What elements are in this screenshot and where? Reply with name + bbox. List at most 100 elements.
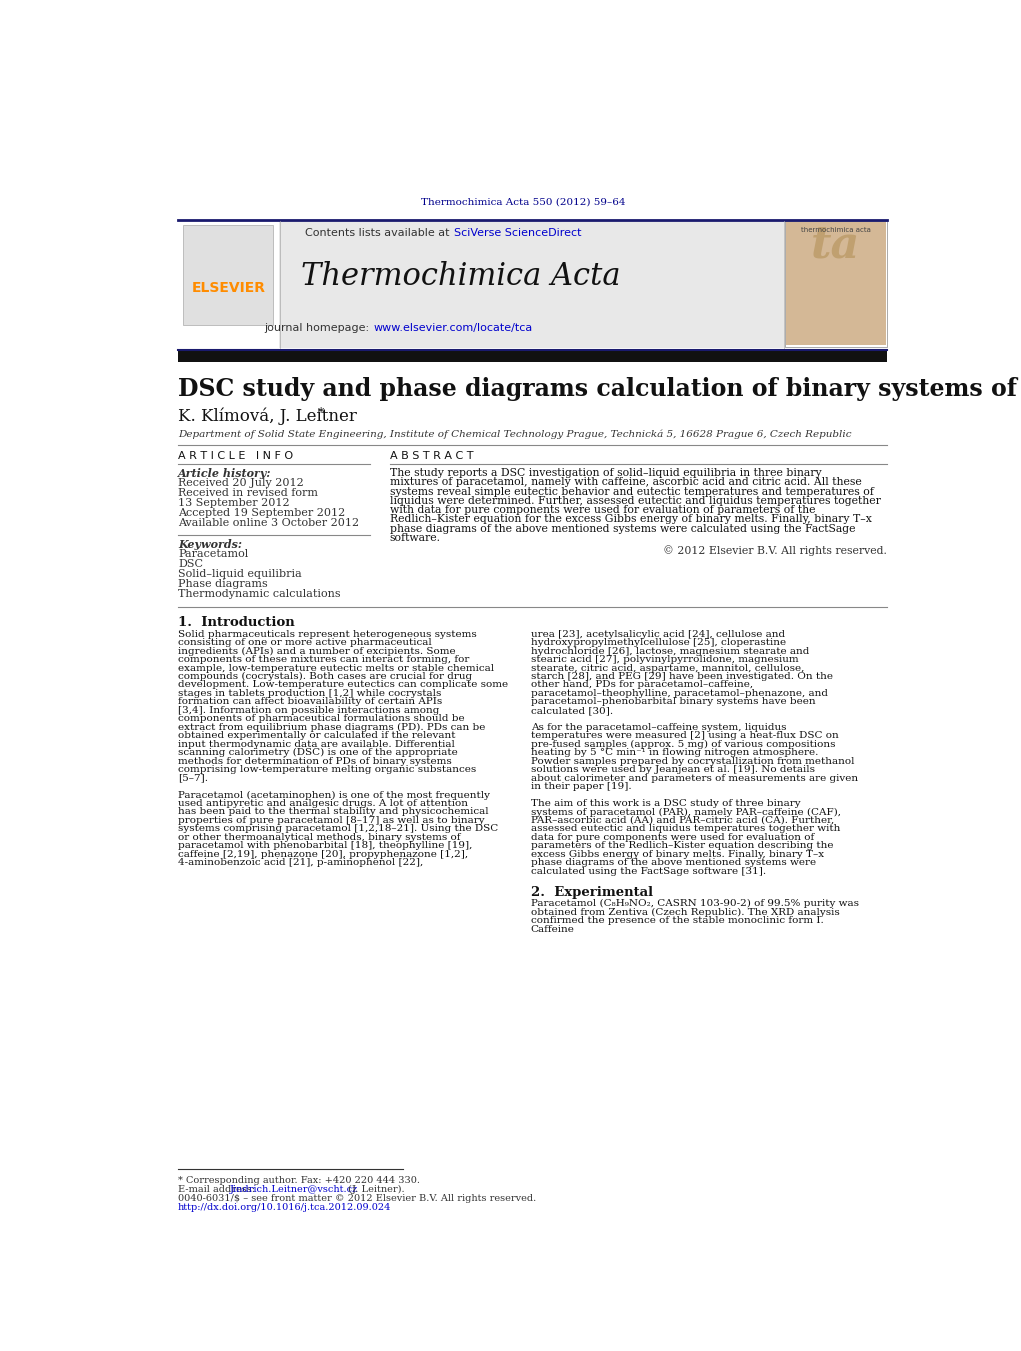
- Text: © 2012 Elsevier B.V. All rights reserved.: © 2012 Elsevier B.V. All rights reserved…: [664, 546, 887, 557]
- Text: Solid pharmaceuticals represent heterogeneous systems: Solid pharmaceuticals represent heteroge…: [178, 630, 477, 639]
- Text: hydroxypropylmethylcellulose [25], cloperastine: hydroxypropylmethylcellulose [25], clope…: [531, 638, 786, 647]
- FancyBboxPatch shape: [178, 220, 279, 349]
- Text: input thermodynamic data are available. Differential: input thermodynamic data are available. …: [178, 740, 455, 748]
- Text: [5–7].: [5–7].: [178, 774, 208, 782]
- Text: Paracetamol (C₈H₉NO₂, CASRN 103-90-2) of 99.5% purity was: Paracetamol (C₈H₉NO₂, CASRN 103-90-2) of…: [531, 898, 859, 908]
- Text: ta: ta: [812, 224, 861, 266]
- Text: 1.  Introduction: 1. Introduction: [178, 616, 295, 630]
- Text: systems comprising paracetamol [1,2,18–21]. Using the DSC: systems comprising paracetamol [1,2,18–2…: [178, 824, 498, 834]
- Text: stearate, citric acid, aspartame, mannitol, cellulose,: stearate, citric acid, aspartame, mannit…: [531, 663, 804, 673]
- Text: The aim of this work is a DSC study of three binary: The aim of this work is a DSC study of t…: [531, 798, 800, 808]
- Text: PAR–ascorbic acid (AA) and PAR–citric acid (CA). Further,: PAR–ascorbic acid (AA) and PAR–citric ac…: [531, 816, 834, 825]
- Text: The study reports a DSC investigation of solid–liquid equilibria in three binary: The study reports a DSC investigation of…: [390, 469, 821, 478]
- Text: obtained experimentally or calculated if the relevant: obtained experimentally or calculated if…: [178, 731, 455, 740]
- Text: compounds (cocrystals). Both cases are crucial for drug: compounds (cocrystals). Both cases are c…: [178, 671, 472, 681]
- Text: K. Klímová, J. Leitner: K. Klímová, J. Leitner: [178, 408, 357, 426]
- FancyBboxPatch shape: [785, 220, 887, 347]
- Text: mixtures of paracetamol, namely with caffeine, ascorbic acid and citric acid. Al: mixtures of paracetamol, namely with caf…: [390, 477, 862, 488]
- Text: extract from equilibrium phase diagrams (PD). PDs can be: extract from equilibrium phase diagrams …: [178, 723, 485, 732]
- Text: solutions were used by Jeanjean et al. [19]. No details: solutions were used by Jeanjean et al. […: [531, 765, 815, 774]
- Text: Keywords:: Keywords:: [178, 539, 242, 550]
- Text: starch [28], and PEG [29] have been investigated. On the: starch [28], and PEG [29] have been inve…: [531, 671, 832, 681]
- Text: calculated using the FactSage software [31].: calculated using the FactSage software […: [531, 867, 766, 875]
- Text: Redlich–Kister equation for the excess Gibbs energy of binary melts. Finally, bi: Redlich–Kister equation for the excess G…: [390, 515, 872, 524]
- Text: comprising low-temperature melting organic substances: comprising low-temperature melting organ…: [178, 765, 476, 774]
- Text: DSC study and phase diagrams calculation of binary systems of paracetamol: DSC study and phase diagrams calculation…: [178, 377, 1021, 401]
- Text: Phase diagrams: Phase diagrams: [178, 580, 268, 589]
- Text: formation can affect bioavailability of certain APIs: formation can affect bioavailability of …: [178, 697, 442, 707]
- Text: journal homepage:: journal homepage:: [263, 323, 373, 332]
- Text: stearic acid [27], polyvinylpyrrolidone, magnesium: stearic acid [27], polyvinylpyrrolidone,…: [531, 655, 798, 665]
- Text: 2.  Experimental: 2. Experimental: [531, 886, 652, 900]
- Text: components of these mixtures can interact forming, for: components of these mixtures can interac…: [178, 655, 470, 665]
- FancyBboxPatch shape: [178, 350, 887, 362]
- Text: Paracetamol (acetaminophen) is one of the most frequently: Paracetamol (acetaminophen) is one of th…: [178, 790, 490, 800]
- Text: Accepted 19 September 2012: Accepted 19 September 2012: [178, 508, 345, 519]
- Text: ingredients (APIs) and a number of excipients. Some: ingredients (APIs) and a number of excip…: [178, 647, 455, 655]
- Text: consisting of one or more active pharmaceutical: consisting of one or more active pharmac…: [178, 638, 432, 647]
- Text: paracetamol–theophylline, paracetamol–phenazone, and: paracetamol–theophylline, paracetamol–ph…: [531, 689, 828, 698]
- Text: Jindrich.Leitner@vscht.cz: Jindrich.Leitner@vscht.cz: [230, 1185, 358, 1194]
- Text: Contents lists available at: Contents lists available at: [305, 228, 453, 238]
- Text: in their paper [19].: in their paper [19].: [531, 782, 631, 792]
- Text: methods for determination of PDs of binary systems: methods for determination of PDs of bina…: [178, 757, 451, 766]
- Text: Powder samples prepared by cocrystallization from methanol: Powder samples prepared by cocrystalliza…: [531, 757, 855, 766]
- Text: A B S T R A C T: A B S T R A C T: [390, 451, 473, 461]
- Text: example, low-temperature eutectic melts or stable chemical: example, low-temperature eutectic melts …: [178, 663, 494, 673]
- Text: Solid–liquid equilibria: Solid–liquid equilibria: [178, 569, 302, 580]
- Text: paracetamol with phenobarbital [18], theophylline [19],: paracetamol with phenobarbital [18], the…: [178, 842, 473, 850]
- Text: As for the paracetamol–caffeine system, liquidus: As for the paracetamol–caffeine system, …: [531, 723, 786, 732]
- Text: or other thermoanalytical methods, binary systems of: or other thermoanalytical methods, binar…: [178, 834, 460, 842]
- Text: other hand, PDs for paracetamol–caffeine,: other hand, PDs for paracetamol–caffeine…: [531, 681, 752, 689]
- Text: assessed eutectic and liquidus temperatures together with: assessed eutectic and liquidus temperatu…: [531, 824, 840, 834]
- Text: ELSEVIER: ELSEVIER: [191, 281, 265, 295]
- Text: paracetamol–phenobarbital binary systems have been: paracetamol–phenobarbital binary systems…: [531, 697, 815, 707]
- Text: * Corresponding author. Fax: +420 220 444 330.: * Corresponding author. Fax: +420 220 44…: [178, 1175, 420, 1185]
- Text: liquidus were determined. Further, assessed eutectic and liquidus temperatures t: liquidus were determined. Further, asses…: [390, 496, 880, 505]
- Text: 13 September 2012: 13 September 2012: [178, 499, 290, 508]
- Text: confirmed the presence of the stable monoclinic form I.: confirmed the presence of the stable mon…: [531, 916, 823, 925]
- Text: DSC: DSC: [178, 559, 203, 569]
- Text: Available online 3 October 2012: Available online 3 October 2012: [178, 519, 359, 528]
- Text: pre-fused samples (approx. 5 mg) of various compositions: pre-fused samples (approx. 5 mg) of vari…: [531, 740, 835, 748]
- Text: 0040-6031/$ – see front matter © 2012 Elsevier B.V. All rights reserved.: 0040-6031/$ – see front matter © 2012 El…: [178, 1194, 536, 1202]
- Text: thermochimica acta: thermochimica acta: [801, 227, 871, 232]
- Text: E-mail address:: E-mail address:: [178, 1185, 258, 1194]
- Text: 4-aminobenzoic acid [21], p-aminophenol [22],: 4-aminobenzoic acid [21], p-aminophenol …: [178, 858, 424, 867]
- Text: phase diagrams of the above mentioned systems were: phase diagrams of the above mentioned sy…: [531, 858, 816, 867]
- Text: SciVerse ScienceDirect: SciVerse ScienceDirect: [454, 228, 581, 238]
- Text: Thermochimica Acta: Thermochimica Acta: [301, 261, 621, 292]
- Text: temperatures were measured [2] using a heat-flux DSC on: temperatures were measured [2] using a h…: [531, 731, 838, 740]
- Text: www.elsevier.com/locate/tca: www.elsevier.com/locate/tca: [374, 323, 533, 332]
- Text: Caffeine: Caffeine: [531, 924, 575, 934]
- Text: scanning calorimetry (DSC) is one of the appropriate: scanning calorimetry (DSC) is one of the…: [178, 748, 457, 758]
- Text: about calorimeter and parameters of measurements are given: about calorimeter and parameters of meas…: [531, 774, 858, 782]
- FancyBboxPatch shape: [178, 220, 784, 349]
- Text: has been paid to the thermal stability and physicochemical: has been paid to the thermal stability a…: [178, 808, 489, 816]
- Text: Article history:: Article history:: [178, 467, 272, 478]
- Text: systems reveal simple eutectic behavior and eutectic temperatures and temperatur: systems reveal simple eutectic behavior …: [390, 486, 873, 497]
- Text: [3,4]. Information on possible interactions among: [3,4]. Information on possible interacti…: [178, 705, 439, 715]
- Text: obtained from Zentiva (Czech Republic). The XRD analysis: obtained from Zentiva (Czech Republic). …: [531, 908, 839, 917]
- Text: *: *: [319, 408, 325, 420]
- Text: http://dx.doi.org/10.1016/j.tca.2012.09.024: http://dx.doi.org/10.1016/j.tca.2012.09.…: [178, 1204, 391, 1212]
- Text: Thermochimica Acta 550 (2012) 59–64: Thermochimica Acta 550 (2012) 59–64: [421, 197, 625, 207]
- Text: A R T I C L E   I N F O: A R T I C L E I N F O: [178, 451, 293, 461]
- FancyBboxPatch shape: [184, 226, 274, 326]
- Text: used antipyretic and analgesic drugs. A lot of attention: used antipyretic and analgesic drugs. A …: [178, 798, 468, 808]
- Text: parameters of the Redlich–Kister equation describing the: parameters of the Redlich–Kister equatio…: [531, 842, 833, 850]
- Text: phase diagrams of the above mentioned systems were calculated using the FactSage: phase diagrams of the above mentioned sy…: [390, 524, 855, 534]
- Text: Thermodynamic calculations: Thermodynamic calculations: [178, 589, 341, 598]
- Text: software.: software.: [390, 532, 441, 543]
- Text: Received in revised form: Received in revised form: [178, 488, 318, 499]
- Text: hydrochloride [26], lactose, magnesium stearate and: hydrochloride [26], lactose, magnesium s…: [531, 647, 809, 655]
- Text: urea [23], acetylsalicylic acid [24], cellulose and: urea [23], acetylsalicylic acid [24], ce…: [531, 630, 785, 639]
- Text: development. Low-temperature eutectics can complicate some: development. Low-temperature eutectics c…: [178, 681, 508, 689]
- Text: (J. Leitner).: (J. Leitner).: [345, 1185, 404, 1194]
- Text: caffeine [2,19], phenazone [20], propyphenazone [1,2],: caffeine [2,19], phenazone [20], propyph…: [178, 850, 468, 859]
- Text: calculated [30].: calculated [30].: [531, 705, 613, 715]
- Text: Paracetamol: Paracetamol: [178, 549, 248, 559]
- Text: Received 20 July 2012: Received 20 July 2012: [178, 478, 304, 488]
- Text: components of pharmaceutical formulations should be: components of pharmaceutical formulation…: [178, 715, 465, 723]
- Text: excess Gibbs energy of binary melts. Finally, binary T–x: excess Gibbs energy of binary melts. Fin…: [531, 850, 824, 859]
